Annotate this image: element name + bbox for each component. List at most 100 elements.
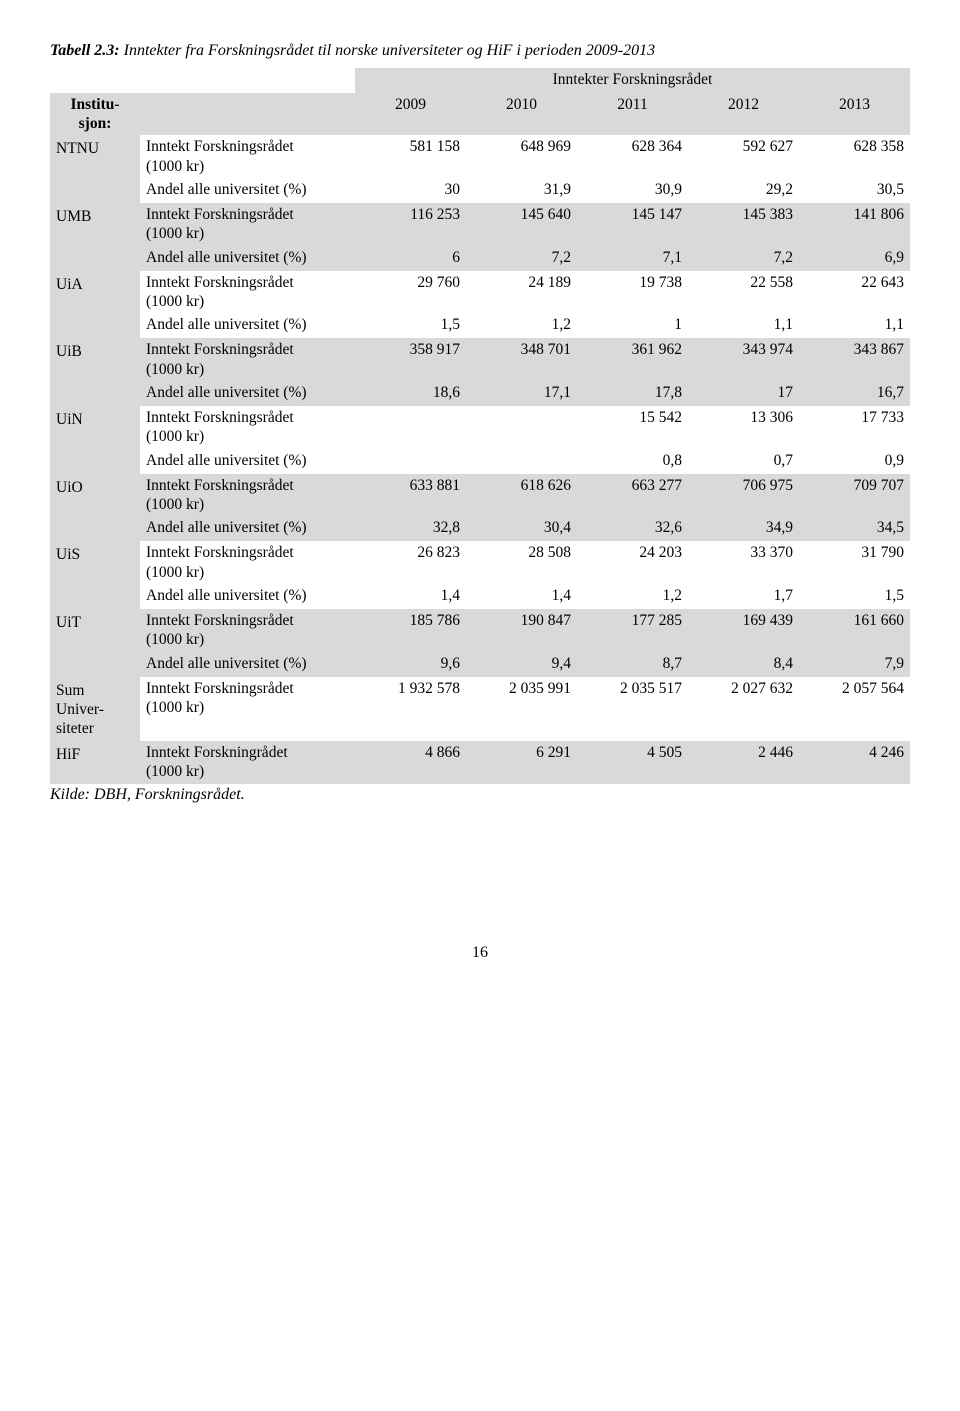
cell: 6 291: [466, 741, 577, 784]
cell: 32,8: [355, 516, 466, 541]
cell: 30: [355, 178, 466, 203]
cell: 709 707: [799, 474, 910, 517]
cell: 1,5: [355, 313, 466, 338]
cell: [355, 449, 466, 474]
metric-income: Inntekt Forskningrådet(1000 kr): [140, 741, 355, 784]
cell: 31,9: [466, 178, 577, 203]
cell: 1,4: [355, 584, 466, 609]
cell: 177 285: [577, 609, 688, 652]
cell: 6: [355, 246, 466, 271]
metric-income: Inntekt Forskningsrådet(1000 kr): [140, 541, 355, 584]
cell: 13 306: [688, 406, 799, 449]
cell: 26 823: [355, 541, 466, 584]
metric-share: Andel alle universitet (%): [140, 652, 355, 677]
cell: 343 867: [799, 338, 910, 381]
cell: 30,5: [799, 178, 910, 203]
cell: 22 643: [799, 271, 910, 314]
cell: 141 806: [799, 203, 910, 246]
inst-UMB: UMB: [50, 203, 140, 271]
col-header-2009: 2009: [355, 93, 466, 136]
metric-income: Inntekt Forskningsrådet(1000 kr): [140, 203, 355, 246]
cell: [355, 406, 466, 449]
cell: 706 975: [688, 474, 799, 517]
cell: 32,6: [577, 516, 688, 541]
col-header-2012: 2012: [688, 93, 799, 136]
metric-income: Inntekt Forskningsrådet(1000 kr): [140, 406, 355, 449]
cell: 34,5: [799, 516, 910, 541]
metric-share: Andel alle universitet (%): [140, 313, 355, 338]
inst-hif: HiF: [50, 741, 140, 784]
cell: 8,4: [688, 652, 799, 677]
cell: [466, 449, 577, 474]
cell: 34,9: [688, 516, 799, 541]
cell: 633 881: [355, 474, 466, 517]
inst-sum: SumUniver-siteter: [50, 677, 140, 741]
inst-UiO: UiO: [50, 474, 140, 542]
cell: 0,9: [799, 449, 910, 474]
cell: 2 057 564: [799, 677, 910, 741]
cell: 1,2: [466, 313, 577, 338]
cell: 618 626: [466, 474, 577, 517]
cell: 581 158: [355, 135, 466, 178]
cell: 28 508: [466, 541, 577, 584]
cell: 17 733: [799, 406, 910, 449]
cell: 145 383: [688, 203, 799, 246]
source-line: Kilde: DBH, Forskningsrådet.: [50, 786, 910, 804]
cell: 30,9: [577, 178, 688, 203]
metric-income: Inntekt Forskningsrådet(1000 kr): [140, 609, 355, 652]
cell: 1,1: [799, 313, 910, 338]
caption-text: Inntekter fra Forskningsrådet til norske…: [120, 42, 655, 59]
cell: 7,2: [688, 246, 799, 271]
cell: 343 974: [688, 338, 799, 381]
cell: 4 505: [577, 741, 688, 784]
cell: 9,6: [355, 652, 466, 677]
cell: 348 701: [466, 338, 577, 381]
cell: 190 847: [466, 609, 577, 652]
cell: 161 660: [799, 609, 910, 652]
inst-UiS: UiS: [50, 541, 140, 609]
cell: 18,6: [355, 381, 466, 406]
cell: 663 277: [577, 474, 688, 517]
cell: 185 786: [355, 609, 466, 652]
cell: 169 439: [688, 609, 799, 652]
metric-share: Andel alle universitet (%): [140, 246, 355, 271]
col-header-2010: 2010: [466, 93, 577, 136]
cell: 116 253: [355, 203, 466, 246]
inst-NTNU: NTNU: [50, 135, 140, 203]
cell: 17: [688, 381, 799, 406]
cell: 1,1: [688, 313, 799, 338]
cell: 2 446: [688, 741, 799, 784]
cell: 31 790: [799, 541, 910, 584]
cell: 1: [577, 313, 688, 338]
caption-label: Tabell 2.3:: [50, 42, 120, 59]
cell: 358 917: [355, 338, 466, 381]
cell: 1 932 578: [355, 677, 466, 741]
cell: 145 640: [466, 203, 577, 246]
inst-UiN: UiN: [50, 406, 140, 474]
cell: 0,8: [577, 449, 688, 474]
cell: 2 035 517: [577, 677, 688, 741]
inst-UiB: UiB: [50, 338, 140, 406]
cell: 4 866: [355, 741, 466, 784]
cell: 24 189: [466, 271, 577, 314]
cell: 628 358: [799, 135, 910, 178]
cell: 4 246: [799, 741, 910, 784]
cell: 8,7: [577, 652, 688, 677]
cell: 7,9: [799, 652, 910, 677]
cell: 33 370: [688, 541, 799, 584]
cell: 145 147: [577, 203, 688, 246]
cell: 7,2: [466, 246, 577, 271]
cell: 2 027 632: [688, 677, 799, 741]
table-caption: Tabell 2.3: Inntekter fra Forskningsråde…: [50, 40, 910, 62]
cell: 15 542: [577, 406, 688, 449]
metric-share: Andel alle universitet (%): [140, 449, 355, 474]
metric-income: Inntekt Forskningsrådet(1000 kr): [140, 677, 355, 741]
col-header-2011: 2011: [577, 93, 688, 136]
cell: [466, 406, 577, 449]
cell: 361 962: [577, 338, 688, 381]
metric-share: Andel alle universitet (%): [140, 584, 355, 609]
metric-income: Inntekt Forskningsrådet(1000 kr): [140, 338, 355, 381]
cell: 628 364: [577, 135, 688, 178]
metric-income: Inntekt Forskningsrådet(1000 kr): [140, 474, 355, 517]
cell: 592 627: [688, 135, 799, 178]
